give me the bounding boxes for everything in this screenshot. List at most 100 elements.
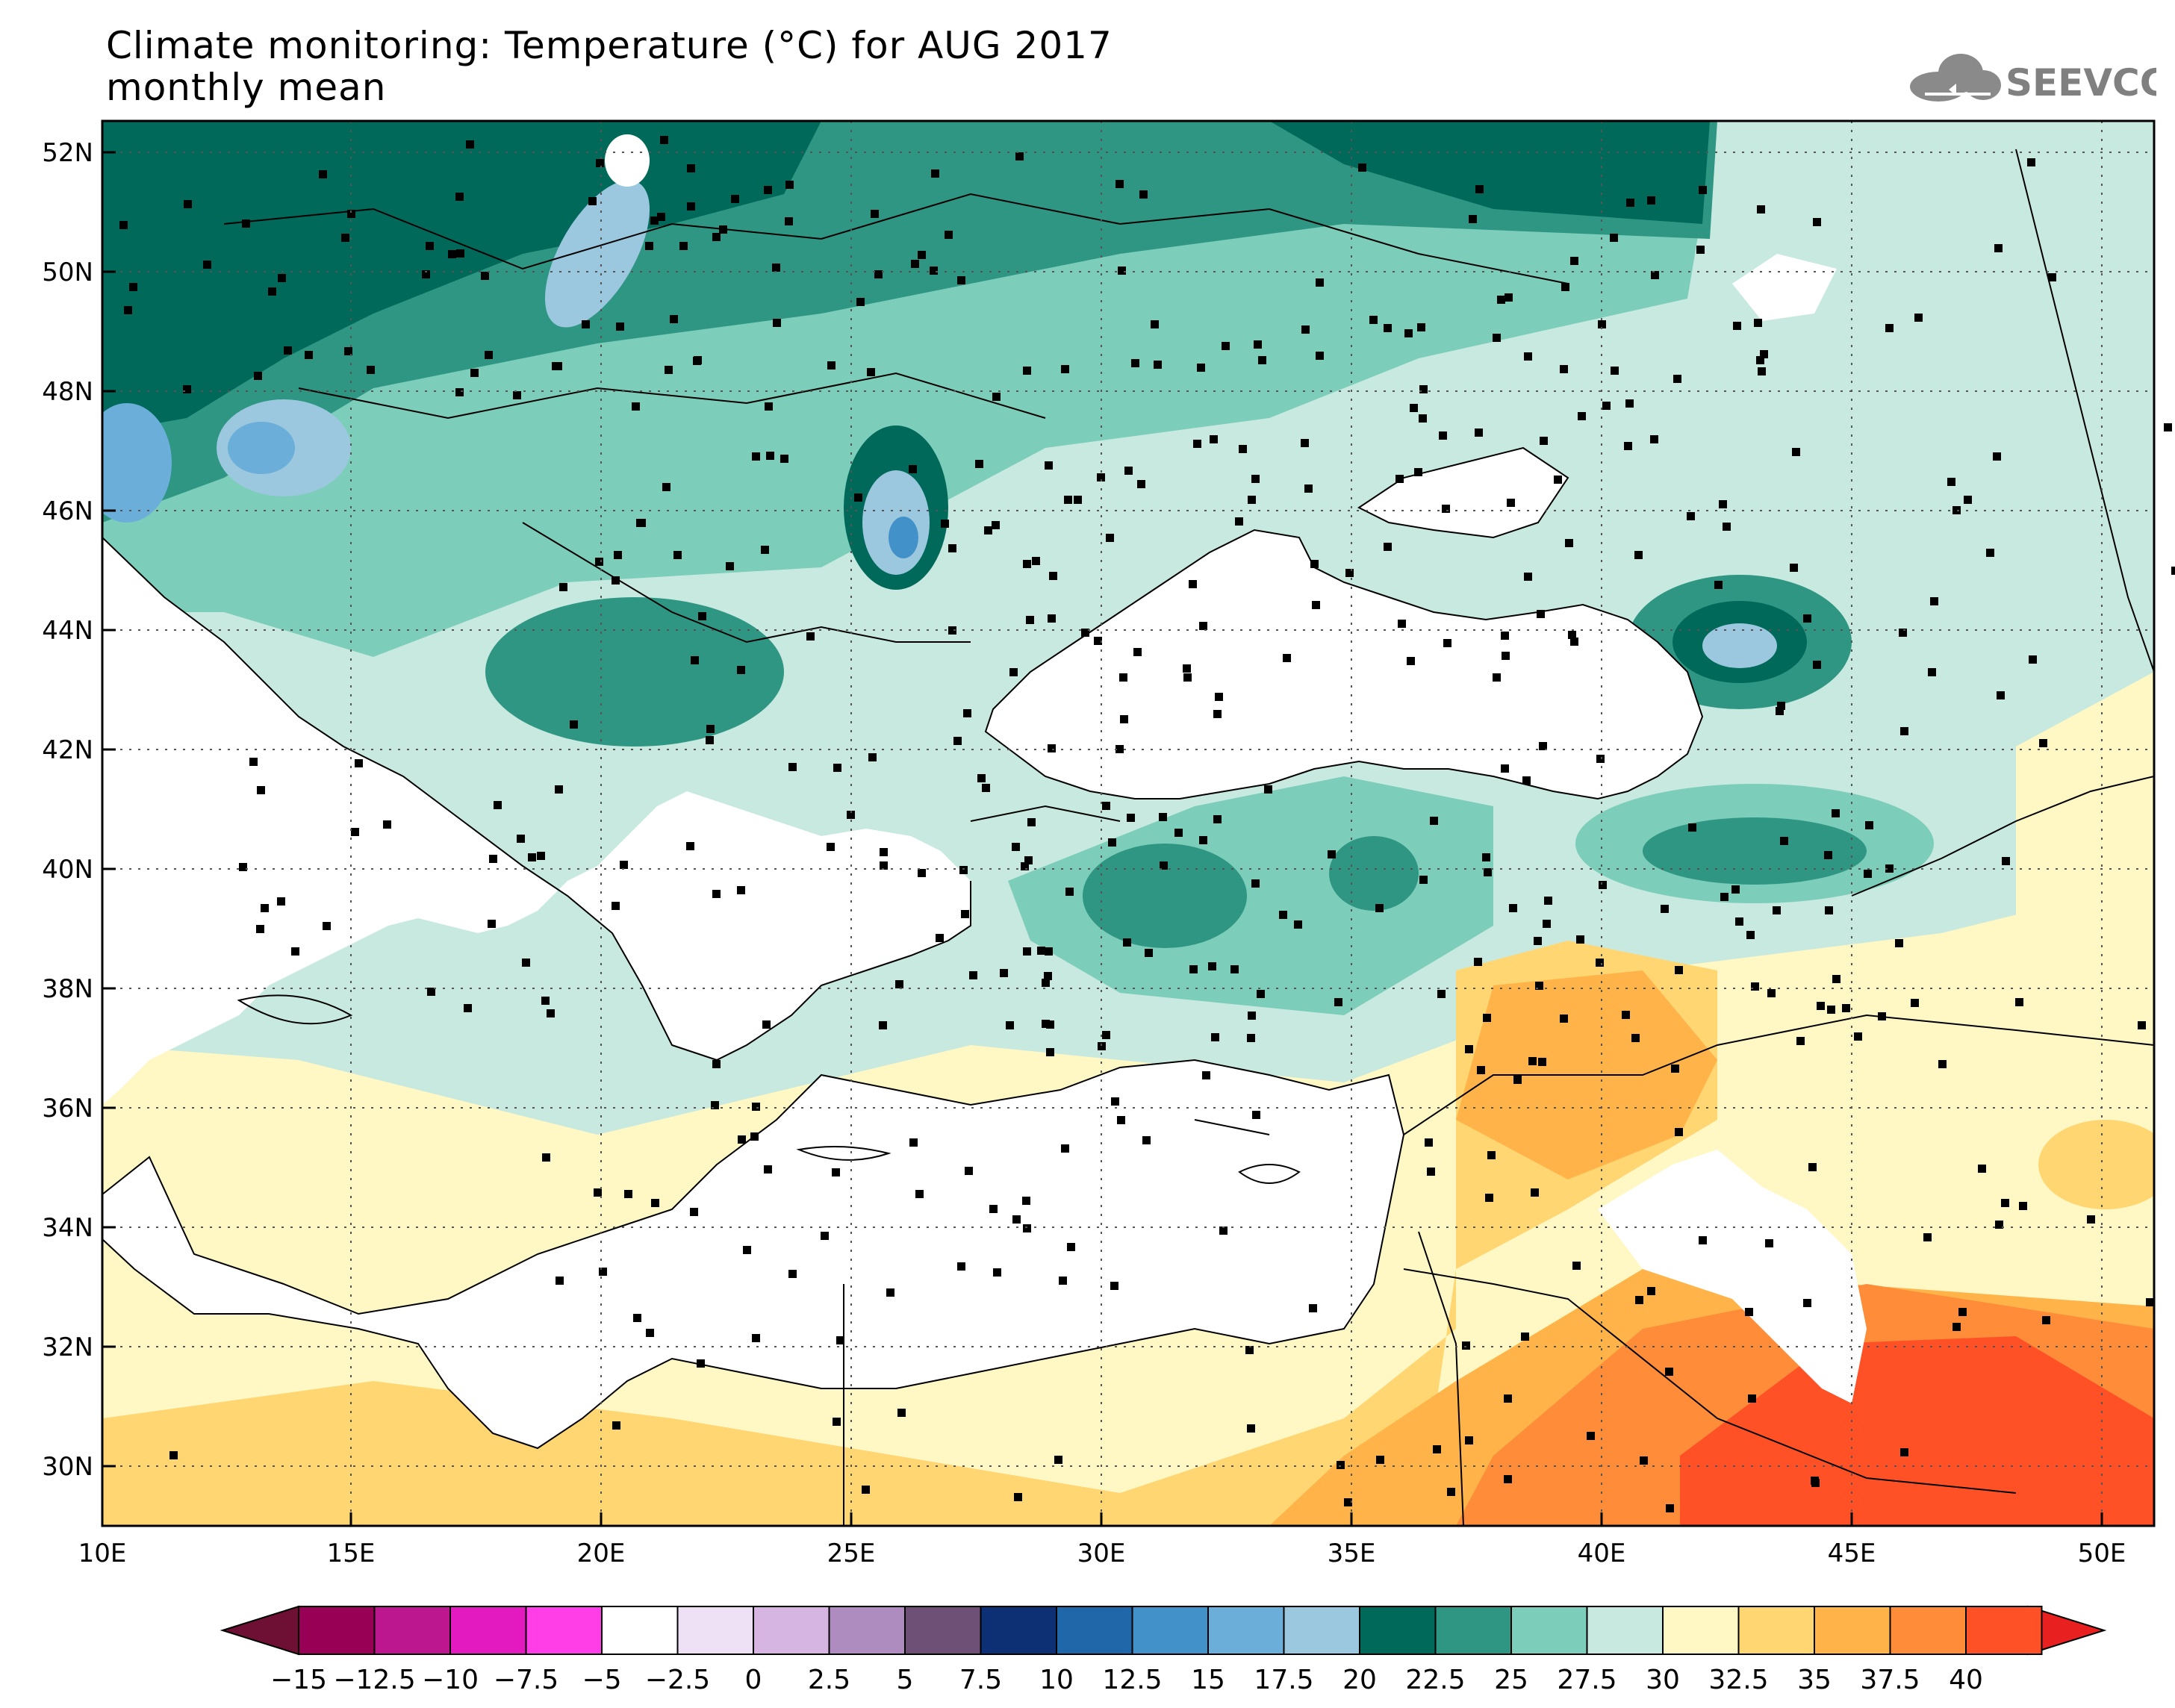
station-marker — [620, 861, 628, 869]
station-marker — [1578, 412, 1586, 420]
station-marker — [595, 558, 603, 566]
station-marker — [1310, 560, 1319, 568]
lon-label: 20E — [577, 1539, 626, 1568]
station-marker — [489, 855, 497, 863]
station-marker — [1745, 1308, 1753, 1316]
station-marker — [1117, 1116, 1125, 1124]
station-marker — [485, 351, 493, 359]
station-marker — [242, 219, 250, 228]
station-marker — [1133, 648, 1142, 656]
station-marker — [1878, 1012, 1886, 1020]
station-marker — [1731, 885, 1740, 894]
station-marker — [1497, 296, 1505, 304]
logo-text: SEEVCCC — [2006, 61, 2156, 105]
station-marker — [1044, 972, 1052, 980]
station-marker — [1442, 505, 1450, 513]
colorbar-swatch — [449, 1606, 527, 1655]
station-marker — [1673, 375, 1681, 383]
station-marker — [1064, 496, 1072, 504]
station-marker — [690, 1208, 698, 1216]
station-marker — [1930, 597, 1938, 605]
station-marker — [612, 1421, 620, 1430]
station-marker — [1723, 523, 1731, 531]
station-marker — [455, 388, 464, 396]
station-marker — [1189, 965, 1198, 973]
station-marker — [1671, 1065, 1679, 1073]
station-marker — [1213, 710, 1222, 718]
station-marker — [555, 785, 563, 794]
station-marker — [427, 988, 435, 996]
station-marker — [355, 759, 363, 767]
station-marker — [1997, 691, 2005, 699]
station-marker — [1309, 1304, 1317, 1312]
station-marker — [886, 1288, 894, 1297]
station-marker — [691, 656, 699, 664]
station-marker — [1811, 1479, 1820, 1487]
station-marker — [961, 910, 969, 918]
colorbar-swatch — [1131, 1606, 1209, 1655]
lat-label: 38N — [42, 974, 93, 1004]
station-marker — [867, 368, 875, 376]
station-marker — [989, 1205, 998, 1213]
station-marker — [953, 737, 962, 745]
station-marker — [1199, 622, 1207, 630]
station-marker — [277, 897, 285, 906]
station-marker — [772, 264, 780, 272]
station-marker — [254, 372, 262, 380]
temperature-field — [102, 121, 2154, 1526]
station-marker — [612, 902, 620, 910]
longitude-labels: 10E 15E 20E 25E 30E 35E 40E 45E 50E — [78, 1539, 2126, 1568]
station-marker — [650, 216, 659, 225]
station-marker — [1647, 196, 1655, 205]
station-marker — [261, 904, 269, 912]
lon-label: 15E — [327, 1539, 376, 1568]
station-marker — [1531, 1188, 1539, 1197]
station-marker — [2027, 158, 2035, 166]
station-marker — [1790, 564, 1798, 572]
colorbar-swatch — [1359, 1606, 1437, 1655]
station-marker — [1699, 186, 1707, 194]
station-marker — [1384, 543, 1392, 551]
lon-label: 45E — [1828, 1539, 1876, 1568]
colorbar-label: 40 — [1949, 1665, 1983, 1695]
station-marker — [1733, 322, 1741, 330]
colorbar-label: 5 — [897, 1665, 914, 1695]
colorbar-swatch — [1510, 1606, 1588, 1655]
colorbar-swatch — [1965, 1606, 2043, 1655]
station-marker — [847, 811, 855, 819]
station-marker — [1537, 610, 1545, 618]
lat-label: 42N — [42, 735, 93, 765]
station-marker — [827, 361, 836, 370]
station-marker — [1484, 868, 1492, 876]
station-marker — [599, 1268, 607, 1276]
station-marker — [1462, 1341, 1470, 1350]
station-marker — [1634, 551, 1643, 559]
station-marker — [1404, 329, 1413, 337]
station-marker — [977, 774, 986, 782]
station-marker — [645, 242, 653, 250]
colorbar-label: 17.5 — [1254, 1665, 1313, 1695]
station-marker — [169, 1451, 178, 1459]
station-marker — [1081, 629, 1089, 637]
station-marker — [1813, 661, 1821, 669]
station-marker — [2164, 423, 2172, 431]
station-marker — [1900, 1448, 1908, 1456]
station-marker — [1521, 1333, 1529, 1341]
station-marker — [1599, 881, 1607, 889]
map-subtitle: monthly mean — [106, 66, 387, 109]
station-marker — [697, 1359, 705, 1368]
station-marker — [957, 276, 965, 284]
station-marker — [752, 452, 760, 461]
station-marker — [706, 725, 715, 733]
gridlines — [102, 121, 2154, 1526]
lat-label: 36N — [42, 1094, 93, 1123]
lat-label: 30N — [42, 1452, 93, 1482]
station-marker — [1824, 851, 1832, 859]
station-marker — [1465, 1045, 1473, 1053]
station-marker — [963, 709, 971, 717]
station-marker — [614, 551, 622, 559]
station-markers — [119, 136, 2175, 1512]
station-marker — [1813, 218, 1821, 226]
station-marker — [1102, 1031, 1110, 1039]
